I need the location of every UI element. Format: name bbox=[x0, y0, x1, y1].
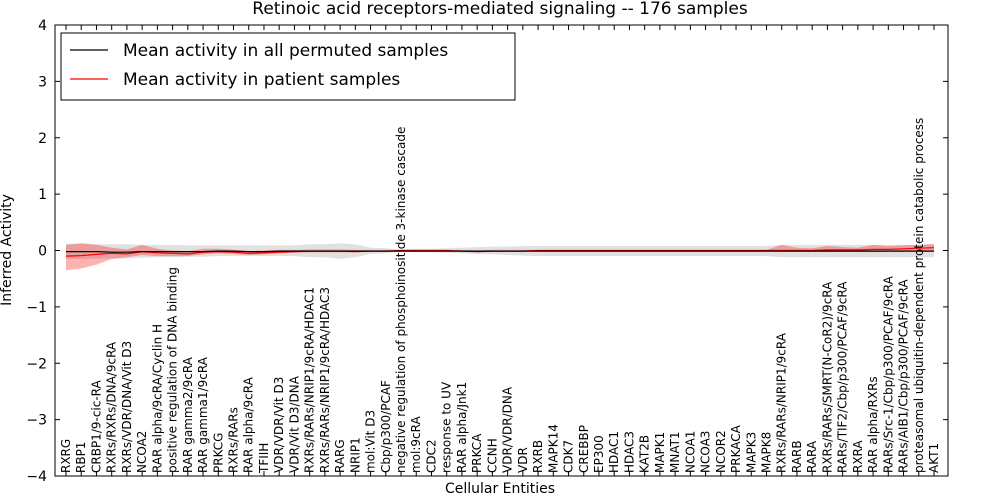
category-label: TFIIH bbox=[257, 443, 271, 474]
category-label: VDR/VDR/DNA bbox=[501, 386, 515, 473]
legend: Mean activity in all permuted samples Me… bbox=[60, 32, 516, 101]
legend-label-patient: Mean activity in patient samples bbox=[123, 70, 400, 90]
y-tick-label: 2 bbox=[38, 131, 47, 147]
y-tick-label: −2 bbox=[26, 356, 47, 372]
category-label: RARs/Src-1/Cbp/p300/PCAF/9cRA bbox=[881, 275, 895, 473]
category-label: VDR/VDR/Vit D3 bbox=[272, 377, 286, 473]
y-axis-label: Inferred Activity bbox=[0, 194, 15, 306]
category-label: CDC2 bbox=[425, 439, 439, 473]
category-label: MAPK8 bbox=[760, 432, 774, 473]
category-labels: RXRG RBP1 CRBP1/9-cic-RA RXRs/RXRs/DNA/9cRA… bbox=[59, 118, 941, 474]
y-tick-label: 0 bbox=[38, 244, 47, 260]
category-label: response to UV bbox=[440, 381, 454, 473]
y-tick-label: −1 bbox=[26, 300, 47, 316]
category-label: RAR gamma1/9cRA bbox=[196, 356, 210, 473]
x-axis-label: Cellular Entities bbox=[445, 481, 555, 497]
category-label: MNAT1 bbox=[668, 431, 682, 473]
category-label: MAPK1 bbox=[653, 432, 667, 473]
category-label: Cbp/p300/PCAF bbox=[379, 380, 393, 473]
y-axis-ticks: −4 −3 −2 −1 0 1 2 3 4 bbox=[26, 18, 948, 485]
category-label: RAR alpha/9cRA bbox=[242, 376, 256, 473]
category-label: CCNH bbox=[485, 438, 499, 473]
y-tick-label: 3 bbox=[38, 74, 47, 90]
category-label: AKT1 bbox=[927, 443, 941, 473]
y-tick-label: 1 bbox=[38, 187, 47, 203]
category-label: HDAC1 bbox=[607, 431, 621, 473]
category-label: NCOA3 bbox=[699, 431, 713, 473]
category-label: CRBP1/9-cic-RA bbox=[90, 379, 104, 473]
y-tick-label: 4 bbox=[38, 18, 47, 34]
category-label: RXRG bbox=[59, 439, 73, 473]
category-label: RAR alpha/9cRA/Cyclin H bbox=[150, 324, 164, 473]
category-label: RAR alpha/RXRs bbox=[866, 376, 880, 473]
category-label: NCOA2 bbox=[135, 431, 149, 473]
category-label: CREBBP bbox=[577, 425, 591, 473]
category-label: proteasomal ubiquitin-dependent protein … bbox=[912, 118, 926, 473]
category-label: PRKCG bbox=[211, 433, 225, 473]
category-label: EP300 bbox=[592, 435, 606, 473]
x-axis-ticks bbox=[65, 25, 935, 476]
category-label: RXRs/RARs/SMRT(N-CoR2)/9cRA bbox=[820, 281, 834, 473]
category-label: NCOR2 bbox=[714, 430, 728, 473]
category-label: PRKACA bbox=[729, 424, 743, 473]
category-label: RXRs/VDR/DNA/Vit D3 bbox=[120, 341, 134, 473]
category-label: RARB bbox=[790, 440, 804, 473]
category-label: CDK7 bbox=[562, 440, 576, 473]
category-label: RBP1 bbox=[74, 442, 88, 473]
category-label: positive regulation of DNA binding bbox=[166, 267, 180, 473]
category-label: mol:Vit D3 bbox=[364, 410, 378, 473]
category-label: RAR gamma2/9cRA bbox=[181, 356, 195, 473]
category-label: mol:9cRA bbox=[409, 416, 423, 473]
category-label: MAPK3 bbox=[744, 432, 758, 473]
category-label: RARs/TIF2/Cbp/p300/PCAF/9cRA bbox=[836, 281, 850, 473]
category-label: KAT2B bbox=[638, 435, 652, 473]
category-label: RXRs/RXRs/DNA/9cRA bbox=[105, 341, 119, 473]
category-label: RXRs/RARs/NRIP1/9cRA bbox=[775, 332, 789, 473]
category-label: MAPK14 bbox=[546, 424, 560, 473]
category-label: HDAC3 bbox=[622, 431, 636, 473]
category-label: RXRB bbox=[531, 440, 545, 473]
y-tick-label: −3 bbox=[26, 413, 47, 429]
series-lines bbox=[65, 247, 935, 257]
category-label: RARG bbox=[333, 439, 347, 473]
category-label: VDR bbox=[516, 447, 530, 473]
category-label: negative regulation of phosphoinositide … bbox=[394, 127, 408, 473]
category-label: RAR alpha/Jnk1 bbox=[455, 382, 469, 473]
category-label: RXRA bbox=[851, 440, 865, 473]
category-label: VDR/Vit D3/DNA bbox=[287, 375, 301, 473]
category-label: RXRs/RARs/NRIP1/9cRA/HDAC3 bbox=[318, 287, 332, 473]
category-label: RXRs/RARs bbox=[227, 407, 241, 473]
plot-frame bbox=[54, 24, 949, 477]
category-label: NRIP1 bbox=[348, 437, 362, 473]
category-label: NCOA1 bbox=[683, 431, 697, 473]
legend-box bbox=[60, 32, 516, 101]
y-tick-label: −4 bbox=[26, 469, 47, 485]
chart-title: Retinoic acid receptors-mediated signali… bbox=[252, 0, 748, 19]
confidence-bands bbox=[66, 243, 934, 271]
category-label: PRKCA bbox=[470, 433, 484, 473]
category-label: RARA bbox=[805, 440, 819, 473]
category-label: RARs/AIB1/Cbp/p300/PCAF/9cRA bbox=[897, 279, 911, 473]
legend-label-permuted: Mean activity in all permuted samples bbox=[123, 41, 448, 61]
category-label: RXRs/RARs/NRIP1/9cRA/HDAC1 bbox=[303, 287, 317, 473]
series-line-0 bbox=[66, 250, 934, 253]
